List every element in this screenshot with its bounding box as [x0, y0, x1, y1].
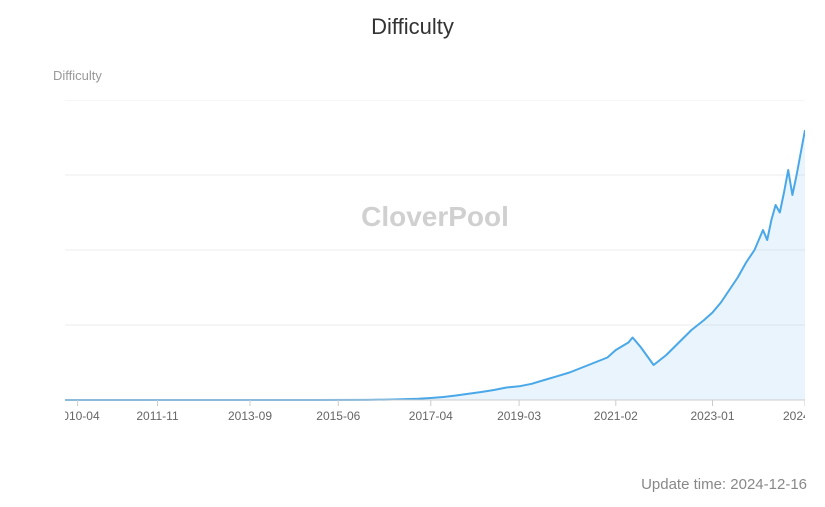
- svg-text:2019-03: 2019-03: [497, 409, 541, 423]
- y-axis-title: Difficulty: [53, 68, 102, 83]
- svg-text:2015-06: 2015-06: [316, 409, 360, 423]
- svg-text:2017-04: 2017-04: [409, 409, 453, 423]
- svg-text:2011-11: 2011-11: [136, 409, 179, 423]
- chart-svg: 030.0 T60.0 T90.0 T120.0 TCloverPool2010…: [65, 100, 805, 450]
- chart-title: Difficulty: [0, 0, 825, 40]
- svg-text:2021-02: 2021-02: [594, 409, 638, 423]
- update-time-label: Update time: 2024-12-16: [641, 476, 807, 493]
- svg-text:2010-04: 2010-04: [65, 409, 100, 423]
- svg-text:2013-09: 2013-09: [228, 409, 272, 423]
- svg-text:CloverPool: CloverPool: [361, 201, 509, 232]
- svg-text:2024-12: 2024-12: [783, 409, 805, 423]
- svg-text:2023-01: 2023-01: [690, 409, 734, 423]
- difficulty-chart: 030.0 T60.0 T90.0 T120.0 TCloverPool2010…: [65, 100, 805, 420]
